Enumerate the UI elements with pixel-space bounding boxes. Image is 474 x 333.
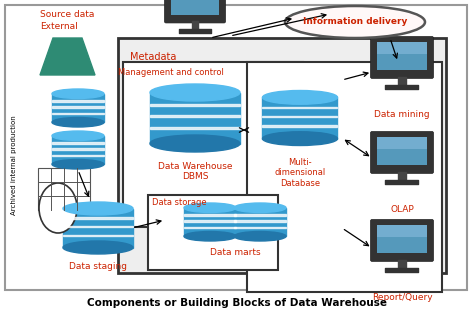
- FancyBboxPatch shape: [164, 0, 226, 23]
- Ellipse shape: [234, 231, 286, 241]
- FancyBboxPatch shape: [371, 37, 434, 78]
- Bar: [52, 136, 104, 164]
- Bar: [52, 142, 104, 144]
- Bar: [150, 93, 240, 144]
- FancyBboxPatch shape: [371, 219, 434, 261]
- Bar: [52, 113, 104, 114]
- Text: External: External: [40, 22, 78, 31]
- Bar: [377, 137, 427, 150]
- Bar: [377, 137, 427, 165]
- Ellipse shape: [52, 160, 104, 169]
- Bar: [171, 0, 219, 15]
- Bar: [263, 107, 337, 108]
- Ellipse shape: [39, 183, 77, 233]
- Text: Data mining: Data mining: [374, 110, 430, 119]
- Ellipse shape: [52, 118, 104, 127]
- Bar: [38, 168, 90, 210]
- Bar: [234, 220, 286, 222]
- Bar: [377, 42, 427, 55]
- Bar: [263, 125, 337, 127]
- Bar: [63, 234, 133, 236]
- Bar: [234, 227, 286, 228]
- Ellipse shape: [63, 241, 133, 254]
- Bar: [377, 225, 427, 253]
- Ellipse shape: [150, 84, 240, 101]
- Text: Multi-
dimensional
Database: Multi- dimensional Database: [274, 158, 326, 188]
- Bar: [234, 214, 286, 215]
- Bar: [377, 225, 427, 237]
- Bar: [377, 42, 427, 70]
- Bar: [263, 116, 337, 117]
- Text: Components or Building Blocks of Data Warehouse: Components or Building Blocks of Data Wa…: [87, 298, 387, 308]
- Bar: [150, 104, 240, 106]
- Bar: [184, 214, 236, 215]
- Bar: [263, 97, 337, 139]
- Text: Data staging: Data staging: [69, 262, 127, 271]
- Text: Management and control: Management and control: [118, 68, 224, 77]
- Bar: [184, 220, 236, 222]
- Text: Metadata: Metadata: [130, 52, 176, 62]
- Ellipse shape: [150, 135, 240, 152]
- Polygon shape: [40, 38, 95, 75]
- Ellipse shape: [52, 131, 104, 141]
- Bar: [52, 149, 104, 150]
- Bar: [63, 208, 133, 247]
- Ellipse shape: [184, 203, 236, 212]
- Text: OLAP: OLAP: [390, 205, 414, 214]
- Bar: [148, 195, 278, 270]
- Text: Data Warehouse
DBMS: Data Warehouse DBMS: [158, 162, 232, 181]
- Bar: [63, 226, 133, 227]
- Bar: [52, 94, 104, 122]
- Text: Source data: Source data: [40, 10, 94, 19]
- FancyBboxPatch shape: [371, 132, 434, 173]
- Bar: [52, 155, 104, 156]
- Ellipse shape: [285, 6, 425, 38]
- Bar: [247, 62, 442, 292]
- Text: Data marts: Data marts: [210, 248, 260, 257]
- Bar: [123, 62, 303, 227]
- Bar: [184, 227, 236, 228]
- Bar: [150, 127, 240, 129]
- Bar: [234, 208, 286, 236]
- Bar: [184, 208, 236, 236]
- Bar: [150, 115, 240, 117]
- Ellipse shape: [234, 203, 286, 212]
- Ellipse shape: [184, 231, 236, 241]
- Bar: [52, 107, 104, 108]
- Bar: [63, 217, 133, 219]
- Ellipse shape: [63, 202, 133, 215]
- Ellipse shape: [52, 89, 104, 99]
- Text: Archived internal production: Archived internal production: [11, 115, 17, 215]
- Ellipse shape: [263, 91, 337, 104]
- Text: Data storage: Data storage: [152, 198, 207, 207]
- Bar: [5, 5, 467, 290]
- Ellipse shape: [263, 132, 337, 146]
- Text: Report/Query: Report/Query: [372, 293, 432, 302]
- Text: Information delivery: Information delivery: [303, 18, 407, 27]
- Bar: [118, 38, 446, 273]
- Bar: [52, 100, 104, 102]
